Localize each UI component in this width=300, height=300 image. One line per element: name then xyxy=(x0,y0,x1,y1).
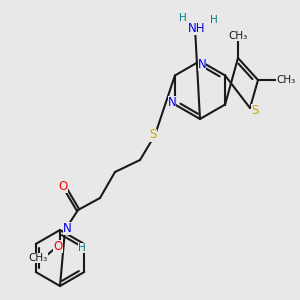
Text: S: S xyxy=(149,128,157,142)
Text: N: N xyxy=(63,221,71,235)
Text: NH: NH xyxy=(188,22,206,34)
Text: H: H xyxy=(210,15,218,25)
Text: CH₃: CH₃ xyxy=(28,253,48,263)
Text: S: S xyxy=(251,103,259,116)
Text: N: N xyxy=(167,96,176,109)
Text: CH₃: CH₃ xyxy=(228,31,248,41)
Text: O: O xyxy=(58,179,68,193)
Text: CH₃: CH₃ xyxy=(276,75,296,85)
Text: H: H xyxy=(78,243,86,253)
Text: H: H xyxy=(179,13,187,23)
Text: O: O xyxy=(53,239,63,253)
Text: N: N xyxy=(198,58,206,70)
